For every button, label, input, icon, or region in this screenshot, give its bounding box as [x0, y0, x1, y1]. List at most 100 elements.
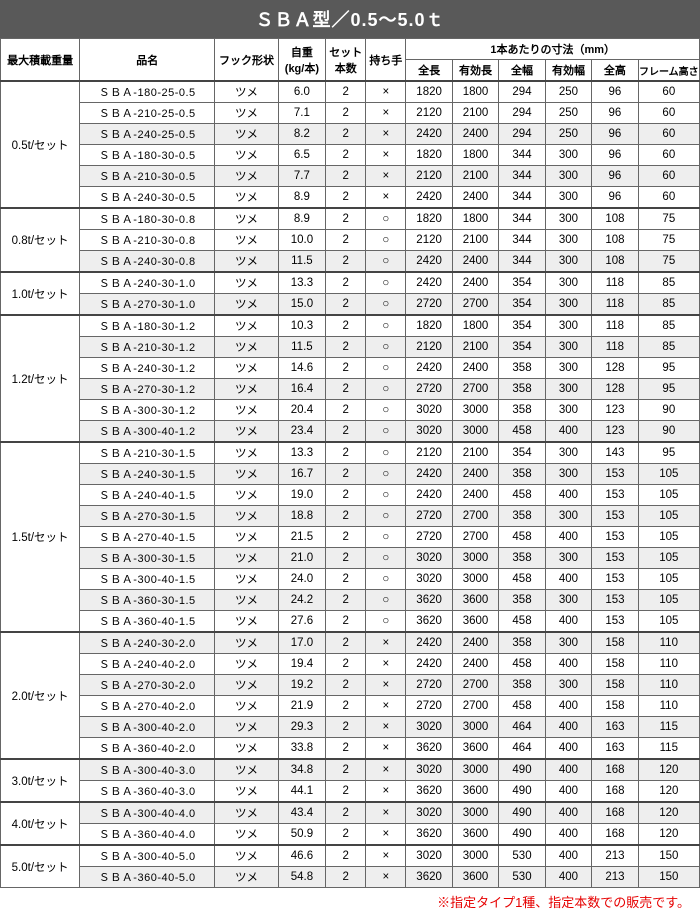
name-cell: ＳＢＡ-300-40-3.0 [80, 759, 215, 781]
dim-cell: 458 [499, 696, 545, 717]
dim-cell: 400 [545, 569, 591, 590]
hook-cell: ツメ [215, 654, 278, 675]
sets-cell: 2 [326, 759, 366, 781]
dim-cell: 3620 [406, 824, 452, 846]
dim-cell: 464 [499, 717, 545, 738]
dim-cell: 163 [592, 738, 638, 760]
dim-cell: 85 [638, 272, 699, 294]
dim-cell: 2720 [406, 379, 452, 400]
dim-cell: 2420 [406, 124, 452, 145]
hold-cell: × [366, 696, 406, 717]
dim-cell: 2420 [406, 272, 452, 294]
sets-cell: 2 [326, 337, 366, 358]
hook-cell: ツメ [215, 124, 278, 145]
hook-cell: ツメ [215, 103, 278, 124]
hold-cell: ○ [366, 611, 406, 633]
capacity-cell: 2.0t/セット [1, 632, 80, 759]
dim-cell: 3020 [406, 400, 452, 421]
dim-cell: 85 [638, 315, 699, 337]
dim-cell: 1820 [406, 145, 452, 166]
table-row: ＳＢＡ-270-40-1.5ツメ21.52○272027004584001531… [1, 527, 700, 548]
capacity-cell: 0.5t/セット [1, 81, 80, 208]
dim-cell: 1800 [452, 145, 498, 166]
dim-cell: 2400 [452, 187, 498, 209]
dim-cell: 300 [545, 230, 591, 251]
capacity-cell: 4.0t/セット [1, 802, 80, 845]
dim-cell: 153 [592, 569, 638, 590]
dim-cell: 153 [592, 611, 638, 633]
table-row: ＳＢＡ-300-40-1.2ツメ23.42○302030004584001239… [1, 421, 700, 443]
dim-cell: 118 [592, 272, 638, 294]
hold-cell: × [366, 632, 406, 654]
dim-cell: 250 [545, 103, 591, 124]
hold-cell: × [366, 81, 406, 103]
dim-cell: 153 [592, 590, 638, 611]
table-row: ＳＢＡ-300-40-1.5ツメ24.02○302030004584001531… [1, 569, 700, 590]
dim-cell: 344 [499, 166, 545, 187]
dim-cell: 2700 [452, 696, 498, 717]
dim-cell: 458 [499, 421, 545, 443]
name-cell: ＳＢＡ-240-30-1.5 [80, 464, 215, 485]
hook-cell: ツメ [215, 400, 278, 421]
dim-cell: 2420 [406, 187, 452, 209]
dim-cell: 3000 [452, 802, 498, 824]
sets-cell: 2 [326, 845, 366, 867]
dim-cell: 213 [592, 867, 638, 888]
dim-cell: 530 [499, 845, 545, 867]
dim-cell: 3020 [406, 759, 452, 781]
hook-cell: ツメ [215, 696, 278, 717]
weight-cell: 8.9 [278, 187, 326, 209]
weight-cell: 29.3 [278, 717, 326, 738]
capacity-cell: 1.5t/セット [1, 442, 80, 632]
hook-cell: ツメ [215, 824, 278, 846]
dim-cell: 2720 [406, 506, 452, 527]
dim-cell: 3000 [452, 421, 498, 443]
dim-cell: 60 [638, 187, 699, 209]
table-row: ＳＢＡ-360-40-5.0ツメ54.82×362036005304002131… [1, 867, 700, 888]
sets-cell: 2 [326, 675, 366, 696]
hold-cell: ○ [366, 569, 406, 590]
hold-cell: × [366, 187, 406, 209]
sets-cell: 2 [326, 548, 366, 569]
capacity-cell: 1.0t/セット [1, 272, 80, 315]
sets-cell: 2 [326, 590, 366, 611]
name-cell: ＳＢＡ-300-40-1.5 [80, 569, 215, 590]
dim-cell: 105 [638, 527, 699, 548]
table-row: ＳＢＡ-270-40-2.0ツメ21.92×272027004584001581… [1, 696, 700, 717]
name-cell: ＳＢＡ-300-30-1.5 [80, 548, 215, 569]
sets-cell: 2 [326, 464, 366, 485]
hold-cell: ○ [366, 506, 406, 527]
dim-cell: 490 [499, 802, 545, 824]
dim-cell: 158 [592, 696, 638, 717]
hold-cell: × [366, 824, 406, 846]
dim-cell: 108 [592, 230, 638, 251]
dim-cell: 96 [592, 166, 638, 187]
dim-cell: 108 [592, 251, 638, 273]
dim-cell: 96 [592, 103, 638, 124]
dim-cell: 2720 [406, 294, 452, 316]
table-row: ＳＢＡ-240-30-0.5ツメ8.92×242024003443009660 [1, 187, 700, 209]
dim-cell: 2400 [452, 485, 498, 506]
dim-cell: 2120 [406, 337, 452, 358]
sets-cell: 2 [326, 611, 366, 633]
hook-cell: ツメ [215, 251, 278, 273]
capacity-cell: 3.0t/セット [1, 759, 80, 802]
dim-cell: 3600 [452, 738, 498, 760]
dim-cell: 358 [499, 400, 545, 421]
dim-cell: 3020 [406, 548, 452, 569]
sets-cell: 2 [326, 696, 366, 717]
weight-cell: 43.4 [278, 802, 326, 824]
dim-cell: 2120 [406, 166, 452, 187]
dim-cell: 150 [638, 845, 699, 867]
dim-cell: 153 [592, 506, 638, 527]
dim-cell: 3620 [406, 781, 452, 803]
dim-cell: 213 [592, 845, 638, 867]
dim-cell: 85 [638, 337, 699, 358]
hold-cell: × [366, 654, 406, 675]
name-cell: ＳＢＡ-270-40-2.0 [80, 696, 215, 717]
dim-cell: 458 [499, 569, 545, 590]
dim-cell: 3020 [406, 802, 452, 824]
table-row: ＳＢＡ-360-30-1.5ツメ24.22○362036003583001531… [1, 590, 700, 611]
name-cell: ＳＢＡ-360-40-5.0 [80, 867, 215, 888]
sets-cell: 2 [326, 400, 366, 421]
